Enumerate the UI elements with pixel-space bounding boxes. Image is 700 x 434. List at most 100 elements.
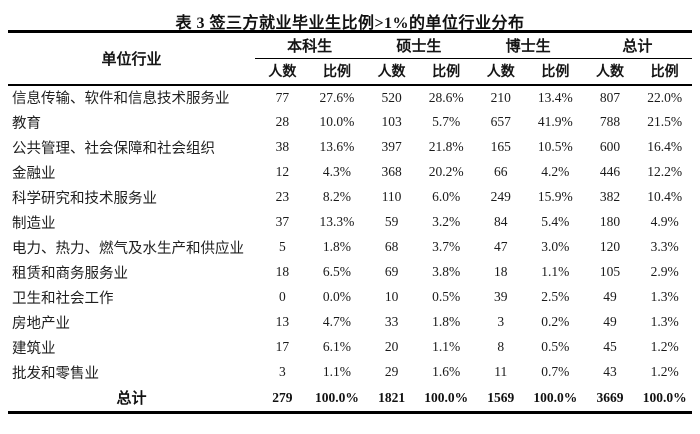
subheader-count: 人数 — [255, 58, 310, 86]
value-cell: 4.2% — [541, 164, 570, 179]
value-cell: 33 — [384, 314, 399, 329]
value-cell: 165 — [490, 139, 511, 154]
subheader-ratio: 比例 — [418, 58, 474, 86]
value-cell: 3.8% — [432, 264, 461, 279]
value-cell: 2.5% — [541, 289, 570, 304]
table-row: 建筑业 17 6.1% 20 1.1% 8 0.5% 45 1.2% — [8, 335, 692, 360]
value-cell: 13.3% — [319, 214, 355, 229]
industry-cell: 电力、热力、燃气及水生产和供应业 — [12, 240, 244, 257]
value-cell: 29 — [384, 364, 399, 379]
value-cell: 446 — [599, 164, 621, 179]
industry-cell: 批发和零售业 — [12, 365, 99, 382]
value-cell: 3 — [497, 314, 505, 329]
subheader-count: 人数 — [364, 58, 419, 86]
value-cell: 18 — [275, 264, 290, 279]
value-cell: 8.2% — [322, 189, 352, 204]
value-cell: 13.4% — [537, 89, 573, 105]
value-cell: 12 — [275, 164, 290, 179]
value-cell: 120 — [599, 239, 621, 254]
value-cell: 5.4% — [541, 214, 570, 229]
table-row: 房地产业 13 4.7% 33 1.8% 3 0.2% 49 1.3% — [8, 310, 692, 335]
value-cell: 3.2% — [432, 214, 461, 229]
value-cell: 110 — [381, 189, 402, 204]
value-cell: 45 — [603, 339, 617, 354]
industry-cell: 信息传输、软件和信息技术服务业 — [12, 91, 230, 107]
value-cell: 22.0% — [647, 89, 683, 105]
value-cell: 13.6% — [319, 139, 355, 154]
value-cell: 1.2% — [650, 339, 679, 354]
value-cell: 20.2% — [428, 164, 464, 179]
value-cell: 66 — [494, 164, 508, 179]
value-cell: 1.1% — [322, 364, 352, 379]
subheader-count: 人数 — [582, 58, 638, 86]
value-cell: 59 — [384, 214, 399, 229]
industry-cell: 金融业 — [12, 165, 56, 182]
value-cell: 47 — [494, 239, 508, 254]
industry-cell: 教育 — [12, 115, 41, 132]
value-cell: 10.0% — [319, 114, 355, 129]
value-cell: 10.5% — [537, 139, 573, 154]
value-cell: 657 — [490, 114, 511, 129]
value-cell: 13 — [275, 314, 290, 329]
total-value: 100.0% — [533, 389, 578, 405]
value-cell: 105 — [599, 264, 621, 279]
column-group-undergraduate: 本科生 — [255, 31, 365, 59]
value-cell: 28 — [275, 114, 290, 129]
total-row: 总计 279 100.0% 1821 100.0% 1569 100.0% 36… — [8, 385, 692, 413]
value-cell: 3.3% — [650, 239, 679, 254]
column-group-doctoral: 博士生 — [473, 31, 583, 59]
industry-cell: 房地产业 — [12, 315, 70, 332]
table-row: 租赁和商务服务业 18 6.5% 69 3.8% 18 1.1% 105 2.9% — [8, 260, 692, 285]
value-cell: 1.3% — [650, 289, 679, 304]
header-sub-row: 人数 比例 人数 比例 人数 比例 人数 比例 — [8, 58, 692, 86]
value-cell: 3.0% — [541, 239, 570, 254]
value-cell: 39 — [494, 289, 508, 304]
value-cell: 0.7% — [541, 364, 570, 379]
value-cell: 4.7% — [322, 314, 352, 329]
industry-cell: 公共管理、社会保障和社会组织 — [12, 140, 215, 157]
column-group-master: 硕士生 — [364, 31, 474, 59]
table-row: 公共管理、社会保障和社会组织 38 13.6% 397 21.8% 165 10.5% 60… — [8, 135, 692, 160]
value-cell: 21.8% — [428, 139, 464, 154]
value-cell: 84 — [494, 214, 508, 229]
total-value: 100.0% — [424, 389, 469, 405]
table-row: 金融业 12 4.3% 368 20.2% 66 4.2% 446 12.2% — [8, 160, 692, 185]
total-value: 3669 — [596, 389, 624, 405]
industry-cell: 租赁和商务服务业 — [12, 265, 128, 282]
table-row: 制造业 37 13.3% 59 3.2% 84 5.4% 180 4.9% — [8, 210, 692, 235]
total-value: 100.0% — [315, 389, 359, 405]
table-title: 表 3 签三方就业毕业生比例>1%的单位行业分布 — [175, 15, 525, 32]
value-cell: 43 — [603, 364, 617, 379]
value-cell: 49 — [603, 289, 617, 304]
value-cell: 1.3% — [650, 314, 679, 329]
value-cell: 0 — [278, 289, 286, 304]
table-row: 卫生和社会工作 0 0.0% 10 0.5% 39 2.5% 49 1.3% — [8, 285, 692, 310]
value-cell: 20 — [384, 339, 399, 354]
total-value: 1569 — [487, 389, 515, 405]
value-cell: 68 — [384, 239, 399, 254]
column-group-total: 总计 — [582, 31, 692, 59]
subheader-ratio: 比例 — [309, 58, 365, 86]
value-cell: 21.5% — [647, 114, 683, 129]
value-cell: 180 — [599, 214, 621, 229]
value-cell: 520 — [381, 89, 402, 105]
value-cell: 77 — [275, 89, 290, 105]
value-cell: 1.1% — [541, 264, 570, 279]
value-cell: 3 — [278, 364, 286, 379]
total-label: 总计 — [116, 391, 147, 408]
table-row: 批发和零售业 3 1.1% 29 1.6% 11 0.7% 43 1.2% — [8, 360, 692, 385]
value-cell: 23 — [275, 189, 290, 204]
value-cell: 38 — [275, 139, 290, 154]
value-cell: 6.1% — [322, 339, 352, 354]
value-cell: 10.4% — [647, 189, 683, 204]
total-value: 279 — [272, 389, 293, 405]
value-cell: 210 — [490, 89, 511, 105]
value-cell: 16.4% — [647, 139, 683, 154]
value-cell: 11 — [494, 364, 508, 379]
value-cell: 807 — [599, 89, 621, 105]
table-row: 教育 28 10.0% 103 5.7% 657 41.9% 788 21.5% — [8, 110, 692, 135]
value-cell: 249 — [490, 189, 511, 204]
value-cell: 1.8% — [432, 314, 461, 329]
subheader-ratio: 比例 — [637, 58, 692, 86]
total-value: 100.0% — [642, 389, 687, 405]
